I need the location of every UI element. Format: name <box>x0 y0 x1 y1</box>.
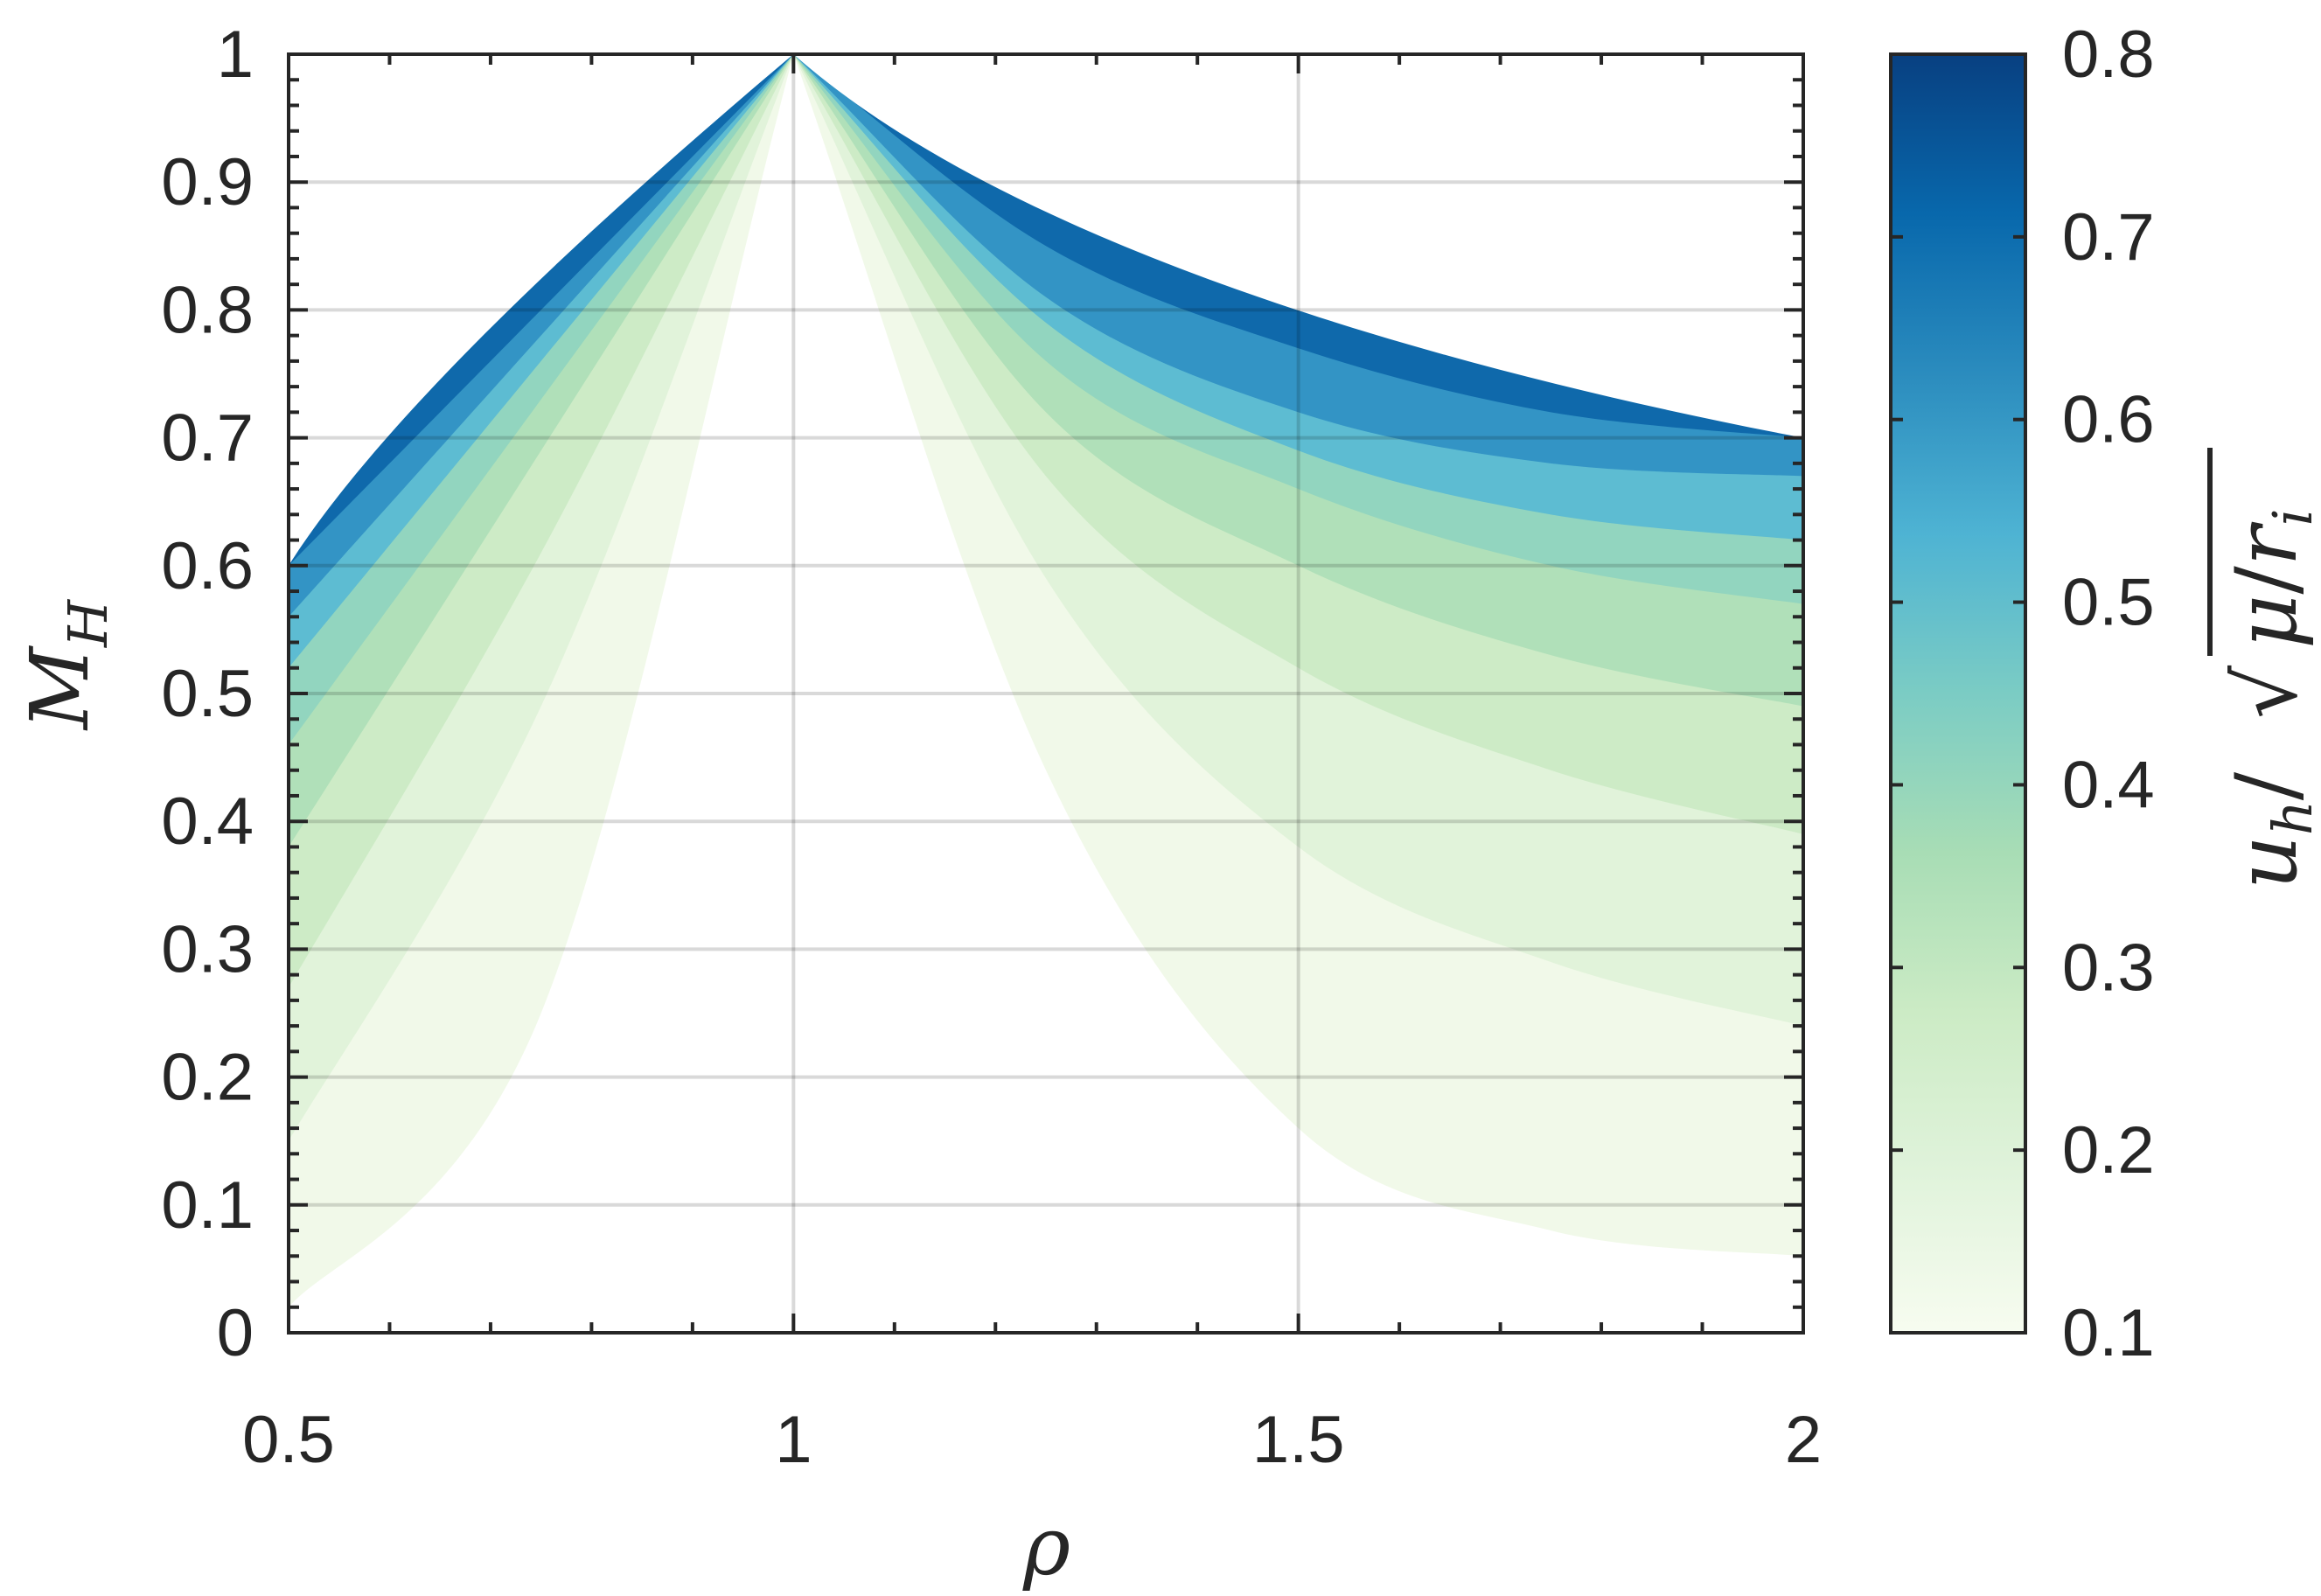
y-tick-label: 0.6 <box>161 529 254 603</box>
y-tick-label: 0.7 <box>161 401 254 476</box>
x-tick-labels: 0.5 1 1.5 2 <box>242 1403 1822 1477</box>
band-above-max <box>289 54 1803 566</box>
colorbar-tick-label: 0.2 <box>2062 1113 2155 1188</box>
colorbar-label: uh/ √ μ/ri <box>2207 448 2321 889</box>
colorbar-ticks <box>1891 52 2025 1335</box>
svg-text:√: √ <box>2218 665 2316 719</box>
y-tick-label: 0.2 <box>161 1041 254 1115</box>
axis-ticks <box>287 52 1805 1335</box>
y-axis-label: MH <box>13 598 120 731</box>
colorbar-tick-label: 0.5 <box>2062 566 2155 640</box>
colorbar-tick-label: 0.7 <box>2062 200 2155 275</box>
y-tick-label: 0.5 <box>161 657 254 731</box>
y-tick-label: 0.1 <box>161 1168 254 1243</box>
colorbar <box>1889 52 2027 1335</box>
contour-bands <box>289 54 1803 1307</box>
y-axis-label-main: M <box>13 645 107 731</box>
x-tick-label: 2 <box>1785 1403 1822 1477</box>
y-tick-label: 0 <box>217 1296 254 1370</box>
colorbar-label-u: u <box>2218 835 2316 889</box>
colorbar-tick-label: 0.1 <box>2062 1296 2155 1370</box>
y-tick-label: 0.8 <box>161 273 254 347</box>
colorbar-tick-label: 0.6 <box>2062 383 2155 457</box>
colorbar-tick-label: 0.4 <box>2062 748 2155 822</box>
y-tick-label: 0.3 <box>161 912 254 986</box>
svg-text:uh/: uh/ <box>2218 771 2321 889</box>
x-tick-label: 1 <box>775 1403 812 1477</box>
y-tick-label: 0.4 <box>161 784 254 859</box>
x-tick-label: 0.5 <box>242 1403 335 1477</box>
y-tick-label: 1 <box>217 17 254 92</box>
y-tick-labels: 0 0.1 0.2 0.3 0.4 0.5 0.6 0.7 0.8 0.9 1 <box>161 17 254 1370</box>
colorbar-tick-label: 0.3 <box>2062 930 2155 1005</box>
x-axis-label: ρ <box>1022 1500 1070 1593</box>
colorbar-tick-labels: 0.1 0.2 0.3 0.4 0.5 0.6 0.7 0.8 <box>2062 17 2155 1370</box>
y-tick-label: 0.9 <box>161 145 254 220</box>
x-tick-label: 1.5 <box>1252 1403 1345 1477</box>
svg-text:μ/ri: μ/ri <box>2218 509 2321 649</box>
colorbar-tick-label: 0.8 <box>2062 17 2155 92</box>
y-axis-label-sub: H <box>56 598 120 648</box>
